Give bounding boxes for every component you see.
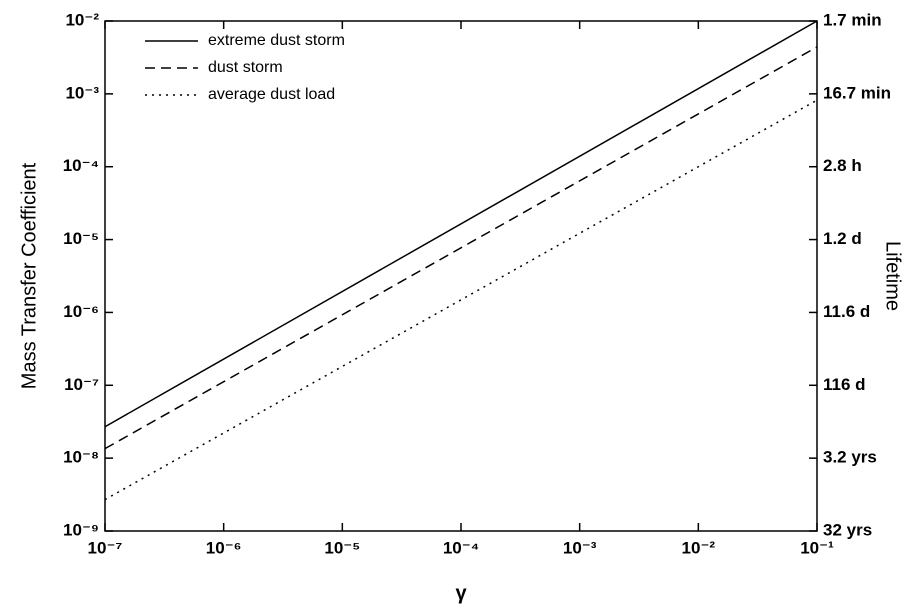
legend-label: extreme dust storm: [208, 32, 345, 49]
x-tick-label: 10⁻⁴: [443, 538, 479, 557]
y-tick-label: 10⁻⁶: [63, 302, 99, 321]
series-line: [104, 99, 818, 501]
x-tick-label: 10⁻²: [682, 538, 716, 557]
y-tick-label: 10⁻⁷: [64, 375, 99, 394]
y2-tick-label: 32 yrs: [823, 520, 872, 539]
y2-axis-label: Lifetime: [882, 241, 904, 311]
y-tick-label: 10⁻²: [65, 10, 99, 29]
legend-label: average dust load: [208, 86, 335, 103]
y-tick-label: 10⁻⁵: [63, 229, 99, 248]
series-line: [104, 20, 818, 428]
x-tick-label: 10⁻³: [563, 538, 597, 557]
x-tick-label: 10⁻⁷: [88, 538, 123, 557]
y-tick-label: 10⁻³: [65, 83, 99, 102]
series-line: [104, 46, 818, 450]
x-tick-label: 10⁻⁶: [206, 538, 242, 557]
x-axis-label: γ: [455, 582, 467, 604]
y2-tick-label: 3.2 yrs: [823, 448, 877, 467]
y2-tick-label: 2.8 h: [823, 156, 862, 175]
y2-tick-label: 16.7 min: [823, 83, 891, 102]
y2-tick-label: 1.2 d: [823, 229, 862, 248]
y-axis-label: Mass Transfer Coefficient: [18, 162, 40, 389]
x-tick-label: 10⁻⁵: [324, 538, 360, 557]
legend-label: dust storm: [208, 59, 283, 76]
y-tick-label: 10⁻⁸: [63, 448, 99, 467]
y-tick-label: 10⁻⁹: [63, 520, 99, 539]
y2-tick-label: 1.7 min: [823, 10, 882, 29]
y-tick-label: 10⁻⁴: [63, 156, 99, 175]
x-tick-label: 10⁻¹: [800, 538, 834, 557]
y2-tick-label: 116 d: [823, 375, 866, 394]
y2-tick-label: 11.6 d: [823, 302, 870, 321]
